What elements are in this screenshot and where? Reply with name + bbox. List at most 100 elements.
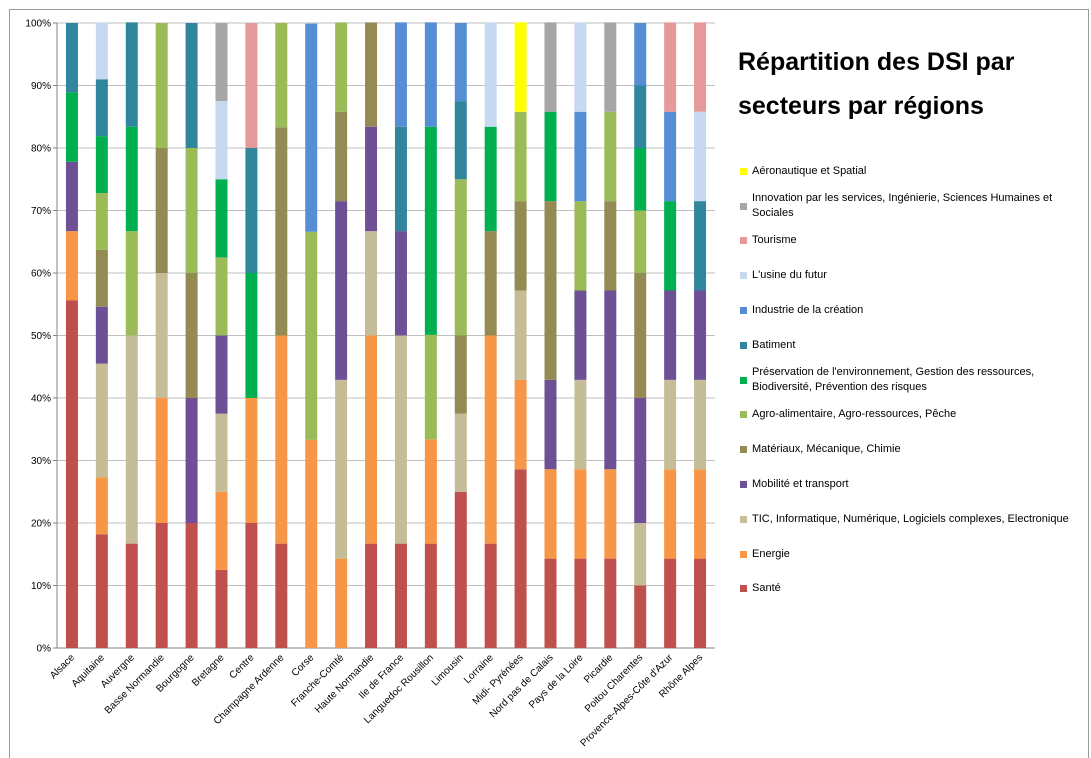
bar-segment bbox=[125, 231, 138, 336]
legend-item: Santé bbox=[740, 572, 1085, 607]
legend-label: Matériaux, Mécanique, Chimie bbox=[752, 443, 901, 456]
legend-label: Mobilité et transport bbox=[752, 478, 849, 491]
bar-segment bbox=[155, 273, 168, 398]
bar-segment bbox=[155, 398, 168, 523]
bar-segment bbox=[454, 23, 467, 102]
bar-segment bbox=[574, 201, 587, 291]
bar-segment bbox=[574, 22, 587, 112]
bar-segment bbox=[604, 201, 617, 291]
bar-segment bbox=[514, 201, 527, 291]
legend-label: Préservation de l'environnement, Gestion… bbox=[752, 366, 1035, 394]
y-tick-label: 10% bbox=[31, 581, 51, 592]
y-tick-label: 0% bbox=[37, 644, 52, 655]
bar-segment bbox=[215, 257, 228, 336]
bar-segment bbox=[484, 126, 497, 232]
legend-swatch bbox=[740, 307, 747, 315]
bar-segment bbox=[664, 22, 677, 112]
bar-segment bbox=[65, 161, 78, 232]
y-tick-label: 50% bbox=[31, 331, 51, 342]
legend-label: Aéronautique et Spatial bbox=[752, 164, 867, 177]
bar-segment bbox=[125, 22, 138, 127]
legend-swatch bbox=[740, 481, 747, 489]
bar-segment bbox=[335, 558, 348, 648]
bar-segment bbox=[215, 335, 228, 414]
bar-segment bbox=[694, 558, 707, 648]
legend-item: Aéronautique et Spatial bbox=[740, 154, 1085, 189]
x-tick-label: Centre bbox=[228, 652, 257, 681]
bar-segment bbox=[65, 231, 78, 301]
bar-segment bbox=[125, 335, 138, 544]
bar-segment bbox=[65, 300, 78, 648]
bar-segment bbox=[604, 290, 617, 470]
bar-segment bbox=[514, 469, 527, 648]
bar-segment bbox=[125, 126, 138, 232]
bar-segment bbox=[634, 585, 647, 648]
legend-swatch bbox=[740, 341, 747, 349]
bar-segment bbox=[65, 23, 78, 93]
bar-segment bbox=[574, 379, 587, 470]
bar-segment bbox=[185, 23, 198, 148]
bar-segment bbox=[215, 413, 228, 492]
bar-segment bbox=[424, 543, 437, 648]
legend-swatch bbox=[740, 272, 747, 280]
legend-swatch bbox=[740, 411, 747, 419]
bar-segment bbox=[664, 111, 677, 202]
legend-swatch bbox=[740, 446, 747, 454]
bar-segment bbox=[634, 85, 647, 148]
bar-segment bbox=[424, 126, 437, 335]
x-tick-label: Limousin bbox=[430, 652, 466, 688]
bar-segment bbox=[484, 22, 497, 127]
bar-segment bbox=[185, 148, 198, 273]
legend-swatch bbox=[740, 550, 747, 558]
bar-segment bbox=[454, 101, 467, 180]
bar-segment bbox=[185, 523, 198, 648]
bar-segment bbox=[514, 22, 527, 112]
bar-segment bbox=[454, 491, 467, 648]
bar-segment bbox=[604, 22, 617, 112]
bar-segment bbox=[604, 469, 617, 559]
bar-segment bbox=[365, 543, 378, 648]
bar-segment bbox=[335, 111, 348, 202]
bar-segment bbox=[305, 23, 318, 232]
legend-swatch bbox=[740, 376, 747, 384]
y-tick-label: 70% bbox=[31, 206, 51, 217]
bar-segment bbox=[185, 398, 198, 523]
legend-label: Santé bbox=[752, 582, 781, 595]
bar-segment bbox=[65, 92, 78, 162]
bar-segment bbox=[544, 379, 557, 470]
x-tick-label: Franche-Comté bbox=[289, 652, 346, 709]
legend-item: Matériaux, Mécanique, Chimie bbox=[740, 432, 1085, 467]
bar-segment bbox=[544, 111, 557, 202]
bar-segment bbox=[574, 290, 587, 380]
bar-segment bbox=[95, 534, 108, 648]
y-tick-label: 60% bbox=[31, 269, 51, 280]
bar-segment bbox=[155, 23, 168, 148]
y-tick-label: 90% bbox=[31, 81, 51, 92]
y-tick-label: 80% bbox=[31, 144, 51, 155]
legend-label: Tourisme bbox=[752, 234, 797, 247]
x-tick-label: Corse bbox=[290, 652, 317, 679]
chart-title: Répartition des DSI par secteurs par rég… bbox=[738, 48, 1015, 120]
bar-segment bbox=[335, 379, 348, 559]
bar-segment bbox=[305, 231, 318, 440]
bar-segment bbox=[95, 22, 108, 80]
bar-segment bbox=[694, 379, 707, 470]
y-tick-label: 20% bbox=[31, 519, 51, 530]
x-tick-label: Alsace bbox=[48, 652, 77, 681]
bar-segment bbox=[365, 22, 378, 127]
bar-segment bbox=[424, 22, 437, 127]
bar-segment bbox=[275, 543, 288, 648]
bar-segment bbox=[574, 111, 587, 202]
bar-segment bbox=[95, 79, 108, 137]
bar-segment bbox=[215, 491, 228, 570]
bar-segment bbox=[634, 273, 647, 398]
bar-segment bbox=[454, 413, 467, 492]
bar-segment bbox=[394, 126, 407, 232]
bar-segment bbox=[245, 523, 258, 648]
legend-item: Batiment bbox=[740, 328, 1085, 363]
bar-segment bbox=[634, 23, 647, 86]
bar-segment bbox=[544, 201, 557, 380]
y-tick-label: 40% bbox=[31, 394, 51, 405]
legend: Aéronautique et Spatial Innovation par le… bbox=[740, 154, 1085, 606]
